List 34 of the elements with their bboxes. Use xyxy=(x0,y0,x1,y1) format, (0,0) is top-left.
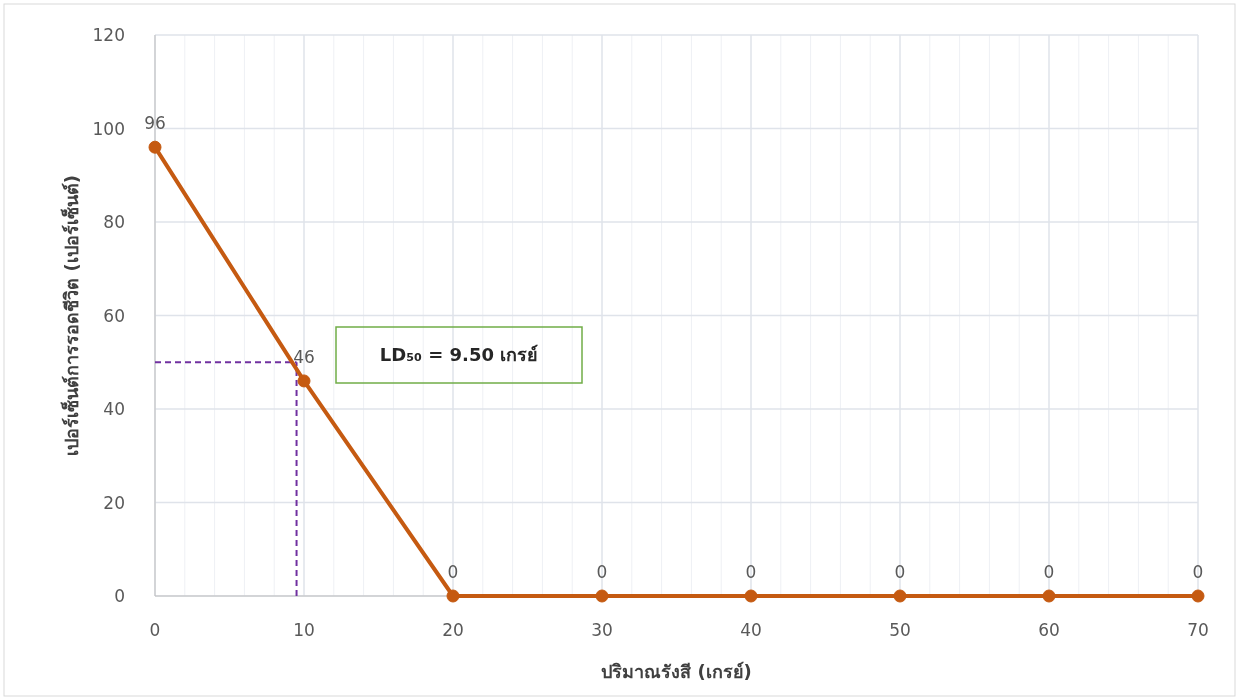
x-tick-label: 10 xyxy=(293,620,315,640)
point xyxy=(297,374,311,388)
point xyxy=(1191,589,1205,603)
data-label: 46 xyxy=(293,346,315,367)
data-label: 0 xyxy=(1043,562,1055,582)
x-axis-title: ปริมาณรังสี (เกรย์) xyxy=(601,661,752,682)
x-tick-label: 30 xyxy=(591,620,613,640)
data-label: 0 xyxy=(745,562,757,582)
y-tick-label: 0 xyxy=(114,586,125,606)
y-tick-label: 60 xyxy=(103,305,125,326)
x-tick-label: 0 xyxy=(149,620,161,640)
y-tick-label: 80 xyxy=(103,212,125,232)
point xyxy=(1042,589,1056,603)
point xyxy=(744,589,758,603)
data-label: 0 xyxy=(1192,562,1204,582)
point xyxy=(446,589,460,603)
x-tick-label: 60 xyxy=(1038,620,1060,640)
data-label: 96 xyxy=(144,113,166,134)
data-label: 0 xyxy=(894,562,906,582)
y-tick-label: 20 xyxy=(103,492,125,513)
annotation: LD₅₀ = 9.50 เกรย์ xyxy=(379,344,539,365)
data-label: 0 xyxy=(447,562,459,582)
y-tick-label: 40 xyxy=(103,399,125,419)
x-tick-label: 50 xyxy=(889,620,911,640)
x-tick-label: 70 xyxy=(1187,620,1209,640)
x-tick-label: 20 xyxy=(442,620,464,640)
point xyxy=(595,589,609,603)
y-axis-title: เปอร์เซ็นต์การรอดชีวิต (เปอร์เซ็นต์) xyxy=(60,175,82,456)
point xyxy=(893,589,907,603)
point xyxy=(148,140,162,154)
data-label: 0 xyxy=(596,562,608,582)
y-tick-label: 100 xyxy=(92,118,125,139)
x-tick-label: 40 xyxy=(740,620,762,640)
y-tick-label: 120 xyxy=(92,25,125,45)
